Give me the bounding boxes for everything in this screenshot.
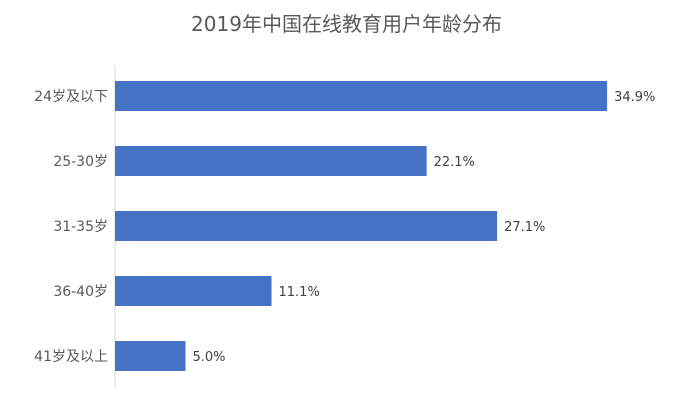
data-label: 22.1% bbox=[434, 155, 475, 170]
category-label: 31-35岁 bbox=[53, 219, 108, 235]
data-label: 34.9% bbox=[614, 90, 655, 105]
bar bbox=[115, 81, 608, 111]
category-label: 41岁及以上 bbox=[34, 349, 108, 365]
bar bbox=[115, 276, 272, 306]
category-label: 25-30岁 bbox=[53, 154, 108, 170]
data-label: 5.0% bbox=[193, 350, 226, 365]
chart-title: 2019年中国在线教育用户年龄分布 bbox=[191, 12, 502, 36]
bar bbox=[115, 211, 498, 241]
category-label: 24岁及以下 bbox=[34, 89, 108, 105]
bar bbox=[115, 341, 186, 371]
data-label: 11.1% bbox=[279, 285, 320, 300]
category-label: 36-40岁 bbox=[53, 284, 108, 300]
data-label: 27.1% bbox=[504, 220, 545, 235]
bar bbox=[115, 146, 427, 176]
